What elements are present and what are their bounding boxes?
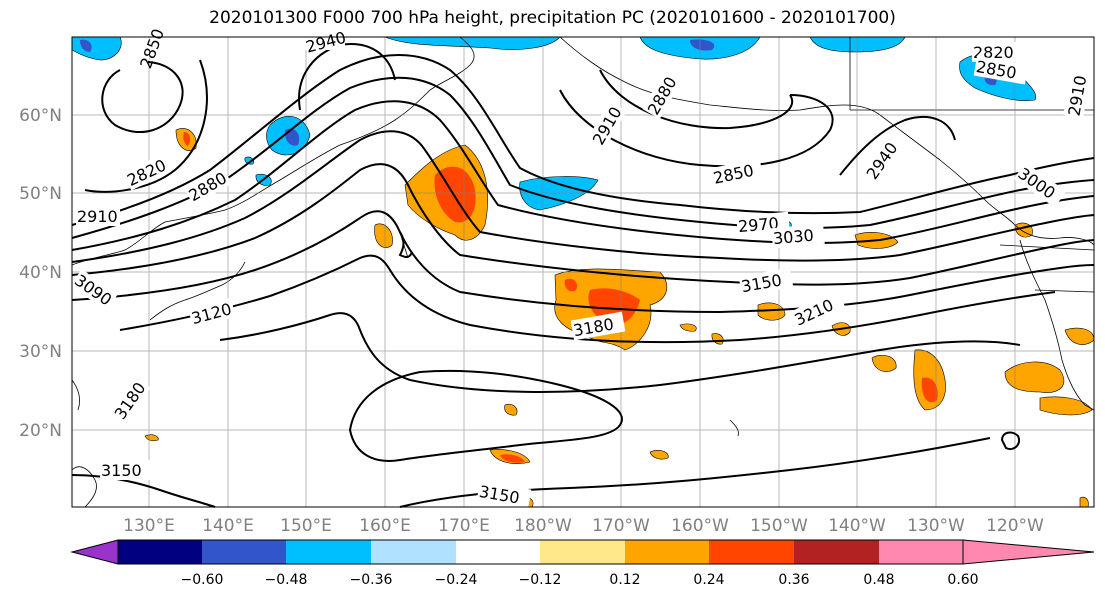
colorbar-tick-label: 0.24 [693,572,724,588]
colorbar-bin [794,540,879,564]
gridlines [72,37,1094,507]
contour-label: 2970 [737,214,779,236]
colorbar-bin [371,540,456,564]
colorbar-tick-label: −0.12 [519,572,562,588]
colorbar-tick-label: 0.36 [778,572,809,588]
lat-tick-label: 40°N [19,263,62,283]
contour-label: 3030 [772,226,814,248]
colorbar-bin [879,540,963,564]
colorbar-max-extension [962,539,1095,565]
lon-tick-label: 120°W [986,516,1044,536]
map-frame [71,36,1095,508]
colorbar-bin [202,540,286,564]
contour-label: 3150 [101,461,142,480]
lon-tick-label: 140°E [202,516,254,536]
colorbar: −0.60 −0.48 −0.36 −0.24 −0.12 0.12 0.24 … [70,539,1095,588]
longitude-axis: 130°E 140°E 150°E 160°E 170°E 180°W 170°… [123,516,1044,536]
map-title: 2020101300 F000 700 hPa height, precipit… [209,8,896,28]
colorbar-tick-label: 0.12 [609,572,640,588]
lon-tick-label: 160°W [671,516,729,536]
lat-tick-label: 50°N [19,184,62,204]
colorbar-tick-label: 0.48 [863,572,894,588]
lon-tick-label: 180°W [514,516,572,536]
lat-tick-label: 60°N [19,106,62,126]
lon-tick-label: 170°E [438,516,490,536]
lon-tick-label: 160°E [359,516,411,536]
colorbar-bin [286,540,371,564]
colorbar-bin [540,540,625,564]
height-contours [71,43,1095,508]
colorbar-tick-label: −0.24 [435,572,478,588]
lat-tick-label: 30°N [19,342,62,362]
colorbar-bin [709,540,794,564]
colorbar-min-extension [70,539,119,565]
colorbar-tick-label: 0.60 [947,572,978,588]
colorbar-tick-label: −0.48 [265,572,308,588]
lon-tick-label: 140°W [828,516,886,536]
lon-tick-label: 150°E [280,516,332,536]
contour-label-group: 2850 2940 2820 2880 2910 3090 3120 3180 … [70,26,1091,510]
lat-tick-label: 20°N [19,421,62,441]
lon-tick-label: 170°W [592,516,650,536]
contour-label: 2910 [77,207,118,226]
lon-tick-label: 130°W [907,516,965,536]
latitude-axis: 60°N 50°N 40°N 30°N 20°N [19,106,62,441]
lon-tick-label: 150°W [750,516,808,536]
colorbar-tick-label: −0.36 [350,572,393,588]
lon-tick-label: 130°E [123,516,175,536]
colorbar-bin [456,540,540,564]
colorbar-bin [118,540,202,564]
colorbar-bin [625,540,709,564]
colorbar-tick-label: −0.60 [181,572,224,588]
